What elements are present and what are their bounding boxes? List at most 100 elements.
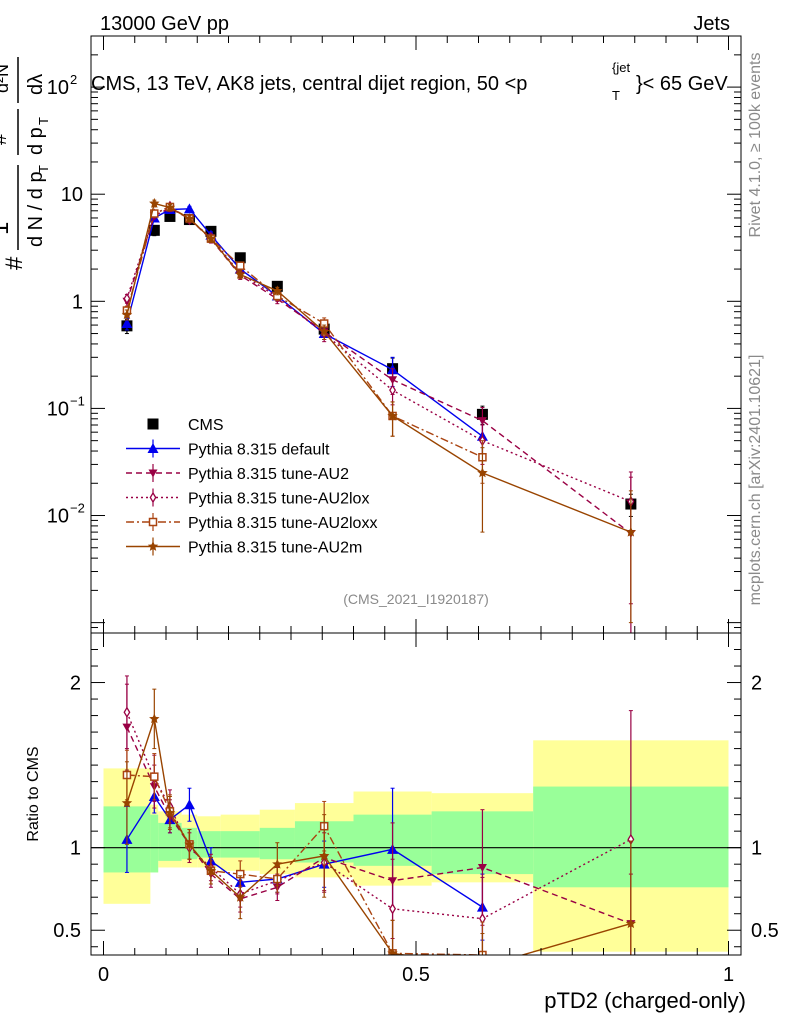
ratio-point-au2m xyxy=(205,865,217,876)
ratio-point-au2m xyxy=(164,807,176,818)
data-point-au2loxx xyxy=(236,261,245,270)
data-point-au2m xyxy=(319,326,330,337)
data-point-cms xyxy=(148,224,160,236)
y-tick-exponent: 2 xyxy=(70,72,77,87)
ratio-point-au2 xyxy=(477,863,487,872)
y-tick-label: 10 xyxy=(47,398,69,420)
data-point-au2lox xyxy=(389,384,397,396)
stat-band xyxy=(197,831,221,858)
ratio-series-group xyxy=(121,675,637,971)
data-point-au2m xyxy=(477,467,488,478)
legend-marker-au2loxx xyxy=(148,517,158,527)
y-label-dn-T: T xyxy=(36,165,51,173)
series-default xyxy=(121,203,488,458)
ratio-y-label: Ratio to CMS xyxy=(25,746,42,841)
data-point-au2m xyxy=(149,197,160,208)
x-axis-label: pTD2 (charged-only) xyxy=(544,988,746,1013)
data-point-au2lox xyxy=(123,292,131,305)
legend-entry-au2: Pythia 8.315 tune-AU2 xyxy=(126,464,349,483)
legend-label-default: Pythia 8.315 default xyxy=(188,442,330,459)
ratio-series-au2m xyxy=(121,688,637,971)
legend-label-au2loxx: Pythia 8.315 tune-AU2loxx xyxy=(188,515,377,532)
legend-label-au2m: Pythia 8.315 tune-AU2m xyxy=(188,540,362,557)
stat-band xyxy=(150,814,159,873)
stat-band xyxy=(220,831,260,858)
y-tick-label: 10 xyxy=(47,77,69,99)
y-label-dlambda: dλ xyxy=(25,74,47,95)
ratio-point-au2m xyxy=(121,797,133,808)
ratio-line-au2lox xyxy=(126,712,632,920)
ratio-point-au2m xyxy=(387,947,398,955)
y-label-dpt-T: T xyxy=(36,117,51,125)
y-label-one: 1 xyxy=(0,222,14,235)
stat-band xyxy=(158,822,182,861)
legend-label-au2lox: Pythia 8.315 tune-AU2lox xyxy=(188,491,369,508)
y-label-d2n: d²N xyxy=(0,64,12,93)
chart-title-sup: {jet xyxy=(612,60,630,75)
y-tick-label: 10 xyxy=(47,506,69,528)
legend-entry-cms: CMS xyxy=(147,417,224,434)
legend-entry-default: Pythia 8.315 default xyxy=(126,439,330,459)
chart-title-sub: T xyxy=(612,88,620,103)
ratio-y-tick-label-right: 0.5 xyxy=(751,920,779,942)
data-point-au2m xyxy=(625,526,637,537)
ratio-y-tick-label-right: 1 xyxy=(751,838,762,860)
rivet-label: Rivet 4.1.0, ≥ 100k events xyxy=(747,53,764,238)
header-jets-label: Jets xyxy=(693,13,730,35)
ratio-series xyxy=(121,675,637,971)
data-point-au2m xyxy=(387,410,398,421)
data-point-default xyxy=(121,318,133,329)
ratio-point-default xyxy=(183,799,195,810)
legend: CMS Pythia 8.315 default Pythia 8.315 tune… xyxy=(126,417,377,557)
ratio-point-au2m xyxy=(272,858,283,869)
series-line-au2 xyxy=(126,207,632,535)
legend-marker-au2lox xyxy=(149,491,157,504)
y-tick-label: 10 xyxy=(61,184,83,206)
data-point-default xyxy=(183,203,195,214)
y-tick-exponent: −2 xyxy=(70,501,85,516)
legend-entry-au2loxx: Pythia 8.315 tune-AU2loxx xyxy=(126,513,377,532)
data-point-au2 xyxy=(477,417,487,426)
ratio-y-tick-label-left: 0.5 xyxy=(53,920,81,942)
analysis-tag: (CMS_2021_I1920187) xyxy=(343,591,489,607)
header-energy-label: 13000 GeV pp xyxy=(100,13,229,35)
data-point-au2m xyxy=(164,202,176,212)
data-point-cms xyxy=(234,252,246,264)
x-tick-label: 0 xyxy=(98,964,109,986)
ratio-point-au2m xyxy=(235,891,246,902)
chart-title-end: }< 65 GeV xyxy=(636,73,728,95)
main-series xyxy=(121,197,637,634)
ratio-point-au2m xyxy=(149,713,160,724)
ratio-panel: 0.5 0.5 1 1 2 2 0 0.5 1 Ratio to CMS pTD2 (charg… xyxy=(25,632,779,1013)
ratio-line-au2loxx xyxy=(126,774,483,955)
legend-marker-default xyxy=(147,443,159,453)
ratio-line-au2 xyxy=(126,726,632,925)
legend-label-cms: CMS xyxy=(188,417,224,434)
chart-title-main: CMS, 13 TeV, AK8 jets, central dijet reg… xyxy=(91,73,527,95)
data-point-au2m xyxy=(272,285,283,296)
ratio-line-default xyxy=(126,795,483,908)
legend-marker-cms xyxy=(147,418,159,430)
x-tick-label: 0.5 xyxy=(402,964,430,986)
data-point-au2m xyxy=(235,269,246,279)
y-label-hash: # xyxy=(0,133,11,145)
ratio-point-au2m xyxy=(625,918,637,929)
legend-entry-au2lox: Pythia 8.315 tune-AU2lox xyxy=(126,488,369,508)
data-point-au2m xyxy=(205,233,217,244)
legend-marker-au2 xyxy=(148,469,158,478)
chart-title: CMS, 13 TeV, AK8 jets, central dijet reg… xyxy=(91,60,728,103)
main-y-label: # 1 d N / d p T # d p T d²N dλ xyxy=(0,57,51,270)
ratio-point-au2m xyxy=(184,838,195,849)
ratio-y-tick-label-left: 2 xyxy=(70,673,81,695)
series-au2m xyxy=(121,197,637,624)
y-tick-exponent: −1 xyxy=(70,393,85,408)
ratio-point-au2lox xyxy=(123,706,131,719)
ratio-point-au2m xyxy=(319,850,330,861)
ratio-point-au2loxx xyxy=(150,772,159,781)
legend-marker-au2m xyxy=(147,541,159,551)
legend-entry-au2m: Pythia 8.315 tune-AU2m xyxy=(126,537,362,557)
legend-label-au2: Pythia 8.315 tune-AU2 xyxy=(188,466,349,483)
ratio-point-au2m xyxy=(477,961,488,971)
